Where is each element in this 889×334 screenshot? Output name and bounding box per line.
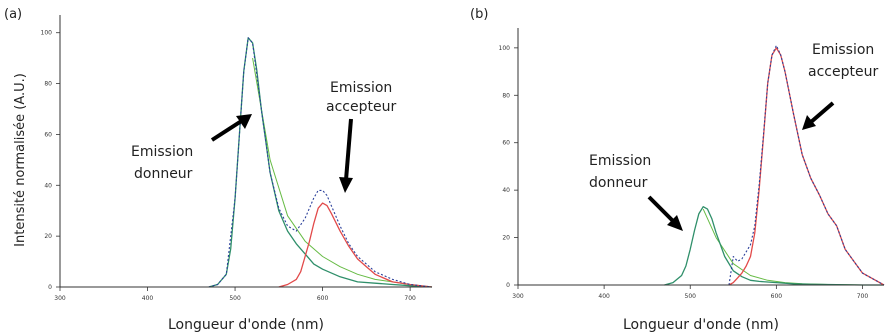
panel-a-y-tick-label: 0 xyxy=(48,284,52,291)
panel-b-y-tick-label: 0 xyxy=(506,282,510,289)
panel-b-x-tick-label: 400 xyxy=(598,293,610,300)
panel-a-donneur-label-1: Emission xyxy=(131,144,193,160)
panel-a-ticks: 300 400 500 600 700 0 20 40 60 80 100 xyxy=(41,30,416,302)
panel-a-donneur-label-2: donneur xyxy=(134,166,193,182)
panel-b-accepteur-curve xyxy=(728,47,885,286)
panel-a-x-tick-label: 500 xyxy=(229,295,241,302)
panel-a-y-tick-label: 20 xyxy=(44,233,52,240)
panel-a: (a) 300 400 500 600 700 0 20 40 60 80 100 Intensit… xyxy=(4,7,433,333)
panel-a-accepteur-label-2: accepteur xyxy=(326,99,396,115)
panel-b-x-tick-label: 700 xyxy=(857,293,869,300)
panel-a-y-tick-label: 60 xyxy=(44,131,52,138)
panel-b-donneur-label-1: Emission xyxy=(589,153,651,169)
panel-b-y-tick-label: 40 xyxy=(502,187,510,194)
panel-a-total-curve xyxy=(208,37,433,288)
panel-b-x-tick-label: 300 xyxy=(512,293,524,300)
panel-b-label: (b) xyxy=(470,7,488,22)
panel-b: (b) 300 400 500 600 700 0 20 40 60 80 100 Longueur… xyxy=(470,7,885,333)
panel-b-accepteur-label-1: Emission xyxy=(812,42,874,58)
panel-a-x-tick-label: 700 xyxy=(404,295,416,302)
panel-b-donneur-label-2: donneur xyxy=(589,175,648,191)
panel-a-x-tick-label: 300 xyxy=(54,295,66,302)
panel-a-accepteur-label-1: Emission xyxy=(330,80,392,96)
panel-b-donneur-curve xyxy=(664,206,884,286)
panel-b-ticks: 300 400 500 600 700 0 20 40 60 80 100 xyxy=(499,45,869,300)
panel-a-y-tick-label: 80 xyxy=(44,81,52,88)
panel-a-x-tick-label: 400 xyxy=(142,295,154,302)
panel-b-y-tick-label: 80 xyxy=(502,92,510,99)
panel-a-label: (a) xyxy=(4,7,22,22)
panel-b-total-curve xyxy=(728,44,885,286)
panel-b-y-tick-label: 20 xyxy=(502,235,510,242)
panel-b-donneur-arrow xyxy=(647,195,676,224)
panel-a-x-label: Longueur d'onde (nm) xyxy=(168,317,324,333)
panel-a-donneur-curve xyxy=(208,37,433,288)
panel-b-y-tick-label: 60 xyxy=(502,140,510,147)
panel-b-x-label: Longueur d'onde (nm) xyxy=(623,317,779,333)
panel-b-x-tick-label: 600 xyxy=(771,293,783,300)
panel-a-accepteur-arrowhead xyxy=(339,177,353,193)
panel-a-donneur-arrow xyxy=(210,118,245,142)
panel-b-accepteur-label-2: accepteur xyxy=(808,64,878,80)
panel-a-donneur-arrowhead xyxy=(236,114,252,129)
panel-b-donneur-arrowhead xyxy=(667,215,683,231)
panel-a-y-tick-label: 100 xyxy=(41,30,53,37)
panel-b-accepteur-arrowhead xyxy=(802,115,816,130)
panel-b-x-tick-label: 500 xyxy=(685,293,697,300)
panel-a-curves xyxy=(208,37,433,288)
panel-b-accepteur-arrow xyxy=(809,101,835,124)
panel-a-accepteur-arrow xyxy=(344,118,353,181)
panel-b-curves xyxy=(664,44,885,286)
panel-a-y-label: Intensité normalisée (A.U.) xyxy=(13,73,28,247)
panel-a-x-tick-label: 600 xyxy=(317,295,329,302)
panel-a-accepteur-curve xyxy=(278,202,433,288)
panel-b-y-tick-label: 100 xyxy=(499,45,511,52)
panel-b-fit-curve xyxy=(702,208,884,286)
panel-a-y-tick-label: 40 xyxy=(44,182,52,189)
